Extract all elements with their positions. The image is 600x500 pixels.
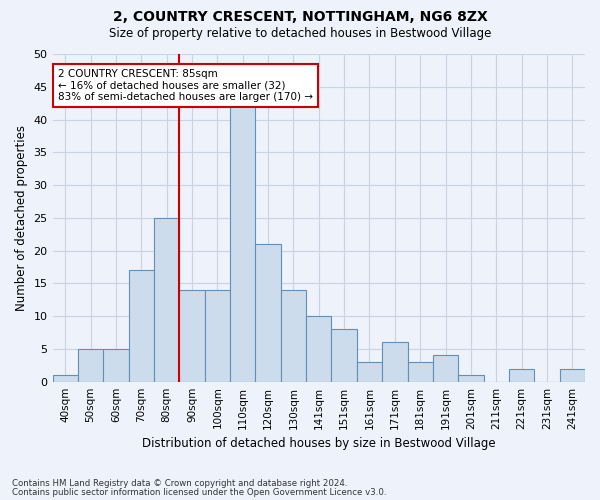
Bar (509, 368, 534, 382)
Bar (306, 316, 331, 382)
Bar (128, 270, 154, 382)
Bar (230, 106, 256, 382)
Bar (281, 290, 306, 382)
Text: Size of property relative to detached houses in Bestwood Village: Size of property relative to detached ho… (109, 28, 491, 40)
Text: 2 COUNTRY CRESCENT: 85sqm
← 16% of detached houses are smaller (32)
83% of semi-: 2 COUNTRY CRESCENT: 85sqm ← 16% of detac… (58, 68, 313, 102)
Bar (433, 356, 458, 382)
Bar (103, 349, 128, 382)
Bar (78, 349, 103, 382)
Text: Contains HM Land Registry data © Crown copyright and database right 2024.: Contains HM Land Registry data © Crown c… (12, 478, 347, 488)
Bar (357, 362, 382, 382)
Text: 2, COUNTRY CRESCENT, NOTTINGHAM, NG6 8ZX: 2, COUNTRY CRESCENT, NOTTINGHAM, NG6 8ZX (113, 10, 487, 24)
Y-axis label: Number of detached properties: Number of detached properties (15, 125, 28, 311)
Bar (458, 375, 484, 382)
Bar (407, 362, 433, 382)
Bar (560, 368, 585, 382)
Bar (53, 375, 78, 382)
Bar (331, 330, 357, 382)
Bar (256, 244, 281, 382)
Bar (179, 290, 205, 382)
Bar (382, 342, 407, 382)
Text: Contains public sector information licensed under the Open Government Licence v3: Contains public sector information licen… (12, 488, 386, 497)
Bar (205, 290, 230, 382)
X-axis label: Distribution of detached houses by size in Bestwood Village: Distribution of detached houses by size … (142, 437, 496, 450)
Bar (154, 218, 179, 382)
